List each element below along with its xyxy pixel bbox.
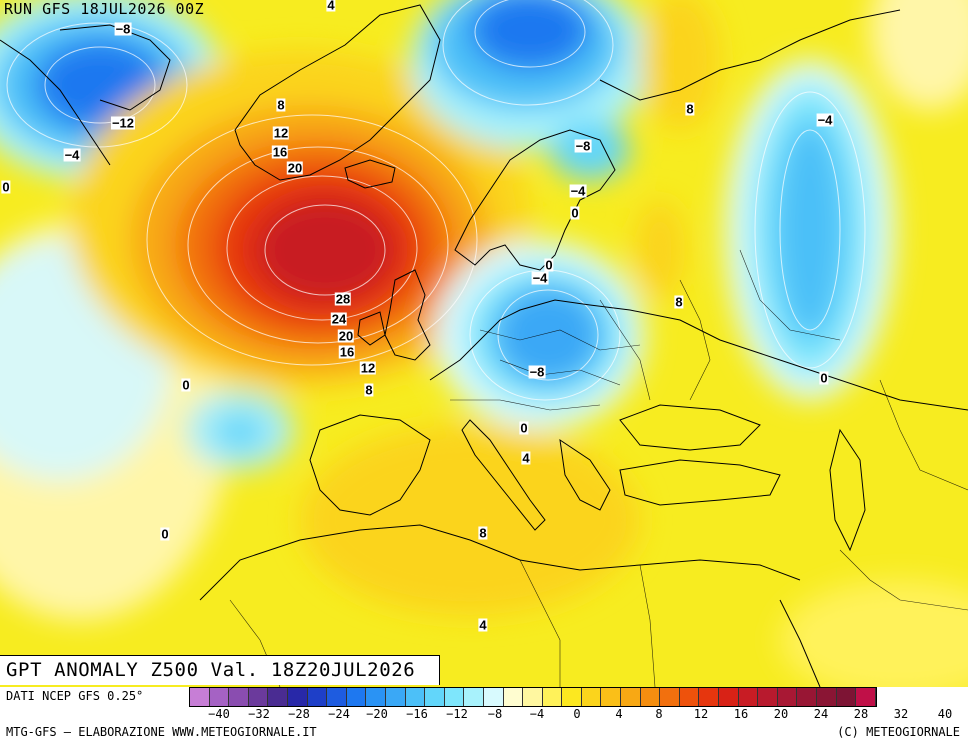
colorbar-swatch [601,688,622,706]
colorbar-tick-label: −20 [366,707,388,721]
colorbar-tick-label: −8 [487,707,503,721]
colorbar-swatch [425,688,445,706]
colorbar-swatch [660,688,680,706]
contour-label: 24 [330,311,348,327]
contour-label: 8 [478,525,488,541]
colorbar-tick-label: −4 [529,707,545,721]
colorbar-tick-label: −28 [288,707,310,721]
colorbar-tick-label: −40 [208,707,230,721]
contour-label: 4 [478,617,488,633]
contour-label: 20 [337,328,355,344]
colorbar-swatch [190,688,210,706]
contour-label: 0 [160,526,170,542]
colorbar-swatch [287,688,308,706]
contour-label: −8 [528,364,546,380]
footer: DATI NCEP GFS 0.25° −40 −32 −28 −24 −20 −16 −1… [0,687,968,745]
colorbar-swatch [464,688,484,706]
contour-label: 12 [359,360,377,376]
contour-label: 8 [364,382,374,398]
colorbar-swatch [719,688,739,706]
colorbar-tick-label: −16 [406,707,428,721]
colorbar-tick-label: 4 [615,707,623,721]
colorbar-tick-label: 28 [853,707,869,721]
colorbar-ticks: −40 −32 −28 −24 −20 −16 −12 −8 −4 0 4 8 12 16 20 24 28 32… [189,707,965,723]
colorbar-swatch [856,688,876,706]
contour-label: 8 [674,294,684,310]
map-title: GPT ANOMALY Z500 Val. 18Z20JUL2026 [6,659,416,681]
colorbar-tick-label: 24 [813,707,829,721]
contour-label: 0 [544,257,554,273]
contour-label: −8 [574,138,592,154]
colorbar-swatch [777,688,798,706]
copyright-label: (C) METEOGIORNALE [837,725,960,739]
borders [229,249,968,687]
colorbar-swatch [523,688,543,706]
colorbar-tick-label: −12 [446,707,468,721]
colorbar-tick-label: 32 [893,707,909,721]
producer-label: MTG-GFS — ELABORAZIONE WWW.METEOGIORNALE… [6,725,317,739]
contour-label: 16 [271,144,289,160]
colorbar-swatch [817,688,837,706]
contour-label: −4 [63,147,81,163]
colorbar-swatch [581,688,602,706]
colorbar-swatch [268,688,288,706]
contour-label: 0 [570,205,580,221]
colorbar-tick-label: −24 [328,707,350,721]
colorbar-swatch [679,688,700,706]
run-label: RUN GFS 18JUL2026 00Z [4,0,205,18]
colorbar-tick-label: 40 [937,707,953,721]
contour-label: 12 [272,125,290,141]
colorbar-tick-label: 8 [655,707,663,721]
anomaly-shading [0,0,968,687]
contour-label: −4 [816,112,834,128]
contour-label: −4 [569,183,587,199]
colorbar-tick-label: 0 [573,707,581,721]
colorbar-swatch [444,688,465,706]
colorbar-swatch [503,688,524,706]
colorbar-swatch [366,688,386,706]
colorbar-swatch [562,688,582,706]
contour-label: 0 [1,179,11,195]
colorbar-tick-label: −32 [248,707,270,721]
colorbar-swatch [621,688,641,706]
contour-label: 8 [276,97,286,113]
contour-label: −12 [110,115,136,131]
title-box: GPT ANOMALY Z500 Val. 18Z20JUL2026 [0,655,440,685]
contour-label: −4 [531,270,549,286]
contour-label: 0 [181,377,191,393]
colorbar-swatch [209,688,230,706]
colorbar-swatch [405,688,426,706]
colorbar-swatch [542,688,563,706]
contour-label: 4 [326,0,336,13]
contour-label: 20 [286,160,304,176]
contour-label: 28 [334,291,352,307]
anomaly-map: 4 −8 8 −12 −4 12 16 20 0 −8 −4 0 8 −4 0 −4 28 24 20 16 12 8 −8… [0,0,968,687]
colorbar-swatch [640,688,661,706]
contour-label: −8 [114,21,132,37]
colorbar-swatch [327,688,347,706]
colorbar-swatch [797,688,817,706]
coastlines [0,4,968,687]
colorbar-swatch [229,688,249,706]
contour-label: 8 [685,101,695,117]
data-source-label: DATI NCEP GFS 0.25° [6,689,144,703]
contour-label: 0 [519,420,529,436]
colorbar-swatch [248,688,269,706]
colorbar-swatch [738,688,759,706]
contour-label: 0 [819,370,829,386]
colorbar-swatch [836,688,857,706]
colorbar-tick-label: 12 [693,707,709,721]
colorbar-swatch [483,688,504,706]
contour-label: 16 [338,344,356,360]
colorbar-swatch [346,688,367,706]
colorbar-swatch [385,688,406,706]
colorbar [189,687,877,707]
colorbar-tick-label: 20 [773,707,789,721]
colorbar-swatch [307,688,328,706]
colorbar-tick-label: 16 [733,707,749,721]
contour-label: 4 [521,450,531,466]
colorbar-swatch [758,688,778,706]
anomaly-field [0,0,968,687]
colorbar-swatch [699,688,720,706]
